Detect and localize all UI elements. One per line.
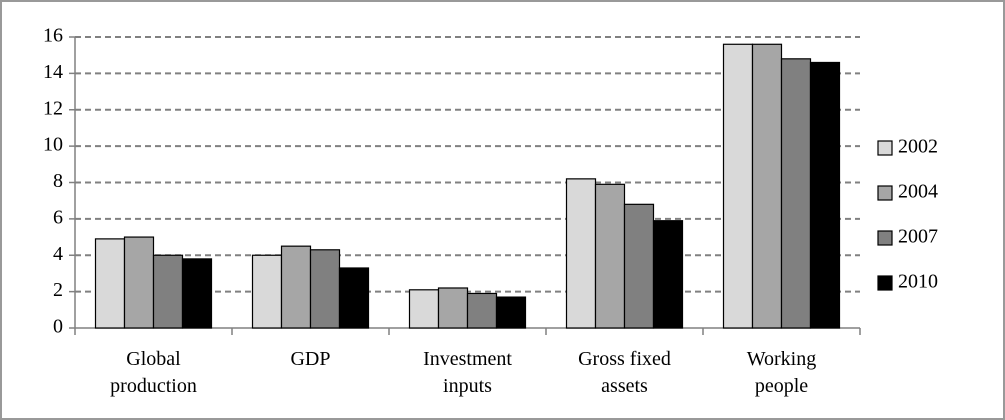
- bar: [338, 267, 370, 329]
- bar: [466, 292, 498, 329]
- legend-swatch: [877, 275, 893, 291]
- bar: [437, 287, 469, 329]
- y-tick-label: 0: [53, 316, 63, 338]
- y-tick-label: 4: [53, 243, 63, 265]
- legend-label: 2002: [898, 136, 938, 158]
- y-tick-label: 14: [43, 61, 63, 83]
- y-tick-label: 2: [53, 279, 63, 301]
- y-tick-label: 16: [43, 25, 63, 47]
- bar: [751, 43, 783, 329]
- bar: [722, 43, 754, 329]
- x-tick-label: Global production: [110, 348, 197, 397]
- bar: [809, 61, 841, 329]
- legend-swatch: [877, 230, 893, 246]
- x-tick-label: Working people: [747, 348, 817, 397]
- y-tick-label: 10: [43, 134, 63, 156]
- bar: [123, 236, 155, 329]
- bar: [309, 249, 341, 329]
- x-tick-label: Gross fixed assets: [578, 348, 671, 397]
- bar: [594, 183, 626, 329]
- bar: [780, 58, 812, 329]
- legend-swatch: [877, 185, 893, 201]
- bar: [652, 220, 684, 329]
- bar: [251, 254, 283, 329]
- bar: [408, 289, 440, 329]
- bar: [623, 203, 655, 329]
- y-tick-label: 12: [43, 97, 63, 119]
- x-tick-label: Investment inputs: [423, 348, 512, 397]
- y-tick-label: 8: [53, 170, 63, 192]
- bar: [280, 245, 312, 329]
- y-tick-label: 6: [53, 206, 63, 228]
- bar: [152, 254, 184, 329]
- bar: [181, 258, 213, 329]
- x-tick-label: GDP: [290, 348, 330, 370]
- bar: [565, 178, 597, 329]
- bar: [495, 296, 527, 329]
- legend-label: 2010: [898, 271, 938, 293]
- legend-label: 2004: [898, 181, 938, 203]
- legend-label: 2007: [898, 226, 938, 248]
- bar: [94, 238, 126, 329]
- legend-swatch: [877, 140, 893, 156]
